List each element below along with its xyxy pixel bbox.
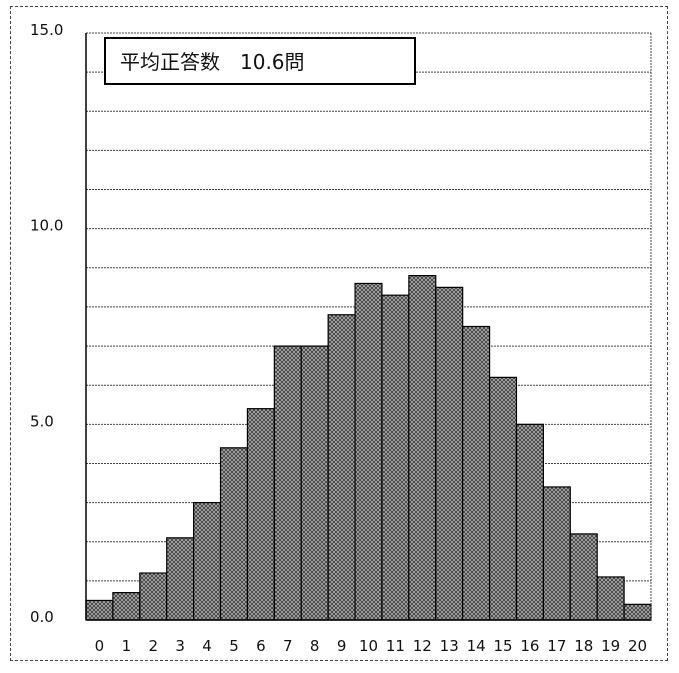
bar-10 [354,282,383,621]
bar-7 [273,345,302,621]
y-tick-label: 10.0 [30,217,63,235]
x-tick-label: 20 [628,637,647,655]
x-tick-label: 6 [256,637,266,655]
axes [85,33,652,621]
y-tick-label: 5.0 [30,412,54,430]
bar-19 [596,576,625,621]
bar-20 [623,603,652,621]
chart-frame [10,6,668,661]
x-tick-label: 14 [467,637,486,655]
x-tick-label: 5 [229,637,239,655]
bar-4 [193,502,222,621]
y-tick-labels: 0.0 5.0 10.0 15.0 [30,21,63,626]
bar-15 [488,376,518,621]
x-tick-label: 4 [202,637,212,655]
y-tick-label: 0.0 [30,608,54,626]
bar-1 [112,592,141,621]
x-tick-label: 18 [574,637,593,655]
x-tick-label: 9 [337,637,347,655]
x-tick-label: 2 [148,637,158,655]
bar-6 [246,408,275,621]
x-tick-label: 3 [175,637,185,655]
x-tick-label: 0 [95,637,105,655]
bar-12 [408,275,437,621]
x-tick-label: 11 [386,637,405,655]
annotation-text: 平均正答数 10.6問 [120,50,305,74]
mean-annotation-box: 平均正答数 10.6問 [104,37,416,85]
bars [85,275,652,621]
x-tick-label: 1 [122,637,132,655]
x-tick-label: 10 [359,637,378,655]
annotation-box [104,37,416,85]
bar-16 [515,423,544,621]
bar-2 [139,572,168,621]
x-tick-label: 12 [413,637,432,655]
bar-13 [435,286,464,621]
bar-8 [300,345,329,621]
x-tick-label: 19 [601,637,620,655]
y-tick-label: 15.0 [30,21,63,39]
bar-0 [85,599,114,621]
x-tick-labels: 0 1 2 3 4 5 6 7 8 9 10 11 12 13 14 15 16 17 18 19 20 [95,637,647,655]
bar-5 [219,447,249,621]
bar-9 [327,314,356,621]
x-tick-label: 15 [493,637,512,655]
x-tick-label: 7 [283,637,293,655]
bar-17 [542,486,571,621]
x-tick-label: 16 [520,637,539,655]
bar-3 [166,537,195,621]
bar-14 [462,325,491,621]
bar-11 [381,294,410,621]
x-tick-label: 8 [310,637,320,655]
x-tick-label: 13 [440,637,459,655]
bar-18 [569,533,598,621]
x-tick-label: 17 [547,637,566,655]
